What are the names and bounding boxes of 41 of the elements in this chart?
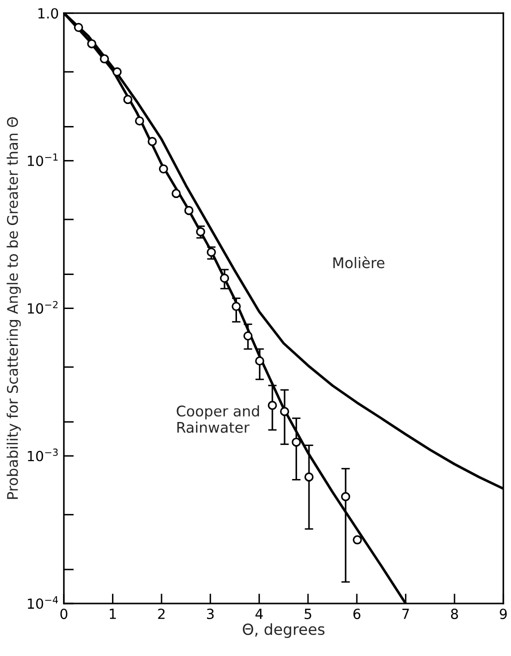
y-tick-label: 10$^{−3}$	[28, 448, 58, 462]
y-tick-label: 10$^{−2}$	[28, 300, 58, 314]
point	[352, 535, 362, 544]
point	[158, 164, 168, 174]
point	[134, 116, 144, 126]
x-tick-label: 7	[402, 608, 409, 619]
point	[196, 227, 206, 236]
point	[280, 406, 290, 416]
point	[74, 22, 84, 32]
point	[292, 438, 301, 447]
y-tick-label: 1.0	[38, 8, 58, 19]
point	[87, 39, 96, 48]
x-tick-label: 5	[304, 608, 312, 620]
x-tick-label: 4	[255, 608, 263, 619]
x-tick-label: 0	[60, 608, 68, 620]
x-tick-label: 9	[500, 608, 507, 620]
point	[341, 492, 350, 502]
point	[148, 136, 157, 146]
point	[206, 248, 216, 257]
point	[304, 472, 314, 482]
point	[100, 54, 109, 64]
point	[232, 302, 241, 311]
point	[123, 94, 132, 104]
x-tick-label: 8	[451, 608, 458, 620]
y-tick-label: 10$^{−1}$	[28, 153, 58, 166]
point	[172, 188, 181, 198]
y-tick-label: 10$^{−4}$	[28, 596, 58, 609]
point	[220, 274, 230, 283]
x-tick-label: 6	[353, 608, 360, 620]
point	[268, 400, 277, 410]
x-tick-label: 2	[158, 608, 165, 619]
y-axis-title: Probability for Scattering Angle to be Greater than Θ	[6, 117, 21, 499]
point	[255, 356, 264, 366]
point	[243, 331, 253, 340]
point	[112, 67, 122, 76]
annotation: Cooper and Rainwater	[176, 405, 259, 433]
x-tick-label: 3	[207, 608, 214, 620]
annotation: Molière	[333, 256, 384, 268]
x-tick-label: 1	[110, 608, 116, 619]
point	[184, 206, 194, 216]
x-axis-title: Θ, degrees	[242, 623, 324, 638]
